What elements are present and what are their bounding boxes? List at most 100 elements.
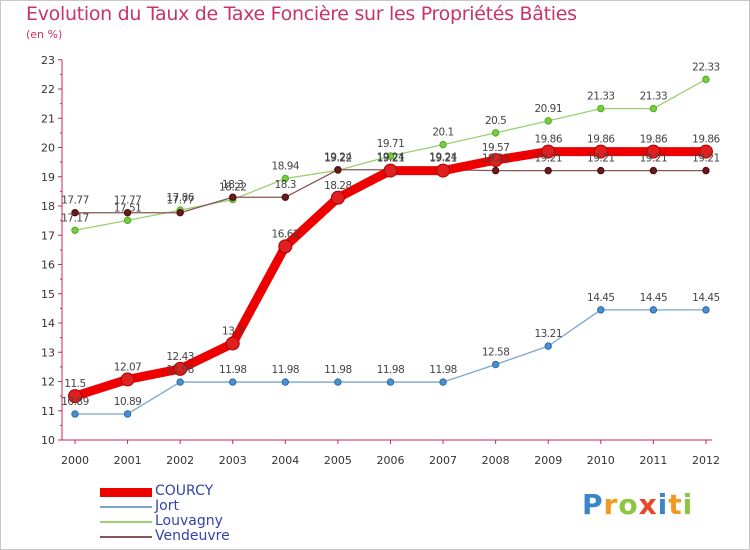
data-label-vendeuvre: 19.21: [534, 153, 562, 165]
logo-letter: i: [682, 488, 694, 521]
data-label-vendeuvre: 17.77: [166, 195, 194, 207]
x-tick-label: 2000: [61, 454, 89, 467]
y-tick-label: 21: [41, 112, 55, 125]
point-courcy: [330, 190, 345, 205]
point-louvagny: [544, 117, 552, 125]
point-vendeuvre: [281, 193, 290, 201]
data-label-louvagny: 22.33: [692, 61, 720, 73]
point-courcy: [68, 389, 82, 404]
data-label-vendeuvre: 19.24: [324, 152, 352, 164]
legend-label-courcy: COURCY: [155, 483, 214, 499]
legend-swatch-louvagny: [100, 521, 152, 523]
point-vendeuvre: [123, 209, 132, 217]
data-label-vendeuvre: 19.24: [429, 152, 457, 164]
point-louvagny: [491, 129, 500, 137]
point-jort: [229, 378, 237, 386]
point-courcy: [593, 144, 608, 159]
legend-swatch-jort: [100, 506, 152, 508]
data-label-courcy: 11.5: [64, 378, 85, 390]
data-label-louvagny: 18.22: [219, 182, 247, 194]
data-label-courcy: 16.62: [272, 228, 300, 240]
data-label-courcy: 19.86: [534, 134, 562, 146]
y-tick-label: 19: [41, 171, 55, 184]
data-label-vendeuvre: 19.21: [640, 153, 668, 165]
point-courcy: [173, 361, 188, 376]
point-louvagny: [439, 140, 447, 149]
data-label-louvagny: 17.17: [61, 212, 89, 224]
y-tick-label: 16: [41, 259, 55, 272]
x-tick-label: 2004: [271, 454, 299, 467]
data-label-jort: 13.21: [534, 328, 562, 340]
point-jort: [544, 342, 552, 350]
point-courcy: [646, 144, 661, 159]
point-jort: [649, 306, 658, 314]
data-label-jort: 14.45: [587, 292, 615, 304]
data-label-vendeuvre: 18.3: [275, 179, 296, 191]
data-label-jort: 10.89: [114, 396, 142, 408]
data-label-courcy: 19.21: [377, 153, 405, 165]
point-jort: [281, 378, 290, 386]
data-label-louvagny: 21.33: [640, 91, 668, 103]
x-tick-label: 2001: [114, 454, 142, 467]
data-label-louvagny: 19.71: [377, 138, 405, 150]
data-label-vendeuvre: 19.21: [482, 153, 510, 165]
chart-title: Evolution du Taux de Taxe Foncière sur l…: [26, 3, 577, 25]
x-tick-label: 2011: [639, 454, 667, 467]
legend-label-vendeuvre: Vendeuvre: [155, 528, 230, 544]
x-tick-label: 2002: [166, 454, 194, 467]
x-tick-label: 2009: [534, 454, 562, 467]
point-vendeuvre: [702, 166, 710, 175]
point-courcy: [120, 372, 135, 387]
legend-swatch-vendeuvre: [100, 536, 152, 538]
x-tick-label: 2003: [219, 454, 247, 467]
x-tick-label: 2010: [587, 454, 615, 467]
data-label-jort: 11.98: [429, 364, 457, 376]
y-tick-label: 12: [41, 376, 55, 389]
y-tick-label: 17: [41, 229, 55, 242]
point-vendeuvre: [544, 166, 552, 175]
y-tick-label: 20: [41, 142, 55, 155]
data-label-courcy: 18.28: [324, 180, 352, 192]
data-label-louvagny: 20.91: [534, 103, 562, 115]
data-label-courcy: 19.21: [429, 153, 457, 165]
point-courcy: [541, 144, 556, 159]
y-tick-label: 11: [41, 405, 55, 418]
y-tick-label: 13: [41, 346, 55, 359]
chart-subtitle: (en %): [26, 28, 63, 41]
point-vendeuvre: [491, 166, 500, 175]
y-tick-label: 10: [41, 434, 55, 447]
data-label-vendeuvre: 19.24: [377, 152, 405, 164]
point-louvagny: [702, 75, 710, 84]
y-tick-label: 23: [41, 54, 55, 67]
data-label-louvagny: 17.86: [166, 192, 194, 204]
data-label-courcy: 12.07: [114, 361, 142, 373]
point-jort: [386, 378, 395, 386]
point-courcy: [488, 153, 503, 168]
data-label-courcy: 19.86: [587, 134, 615, 146]
point-vendeuvre: [229, 193, 237, 201]
data-label-jort: 11.98: [219, 364, 247, 376]
point-courcy: [225, 336, 240, 351]
data-label-courcy: 19.86: [640, 134, 668, 146]
data-label-louvagny: 18.94: [272, 161, 300, 173]
data-label-courcy: 19.86: [692, 134, 720, 146]
point-jort: [597, 306, 605, 314]
point-jort: [439, 378, 447, 386]
y-tick-label: 14: [41, 317, 55, 330]
data-label-vendeuvre: 17.77: [61, 195, 89, 207]
data-label-courcy: 13.3: [222, 325, 243, 337]
logo-letter: o: [618, 488, 639, 521]
x-tick-label: 2008: [482, 454, 510, 467]
data-label-vendeuvre: 18.3: [222, 179, 243, 191]
point-jort: [71, 410, 79, 418]
legend-swatch-courcy: [100, 487, 152, 497]
x-tick-label: 2005: [324, 454, 352, 467]
logo-letter: i: [657, 488, 669, 521]
proxiti-logo: Proxiti: [582, 488, 693, 521]
point-louvagny: [597, 104, 605, 113]
data-label-vendeuvre: 19.21: [587, 153, 615, 165]
x-tick-label: 2007: [429, 454, 457, 467]
point-vendeuvre: [334, 166, 342, 174]
point-louvagny: [71, 226, 79, 234]
